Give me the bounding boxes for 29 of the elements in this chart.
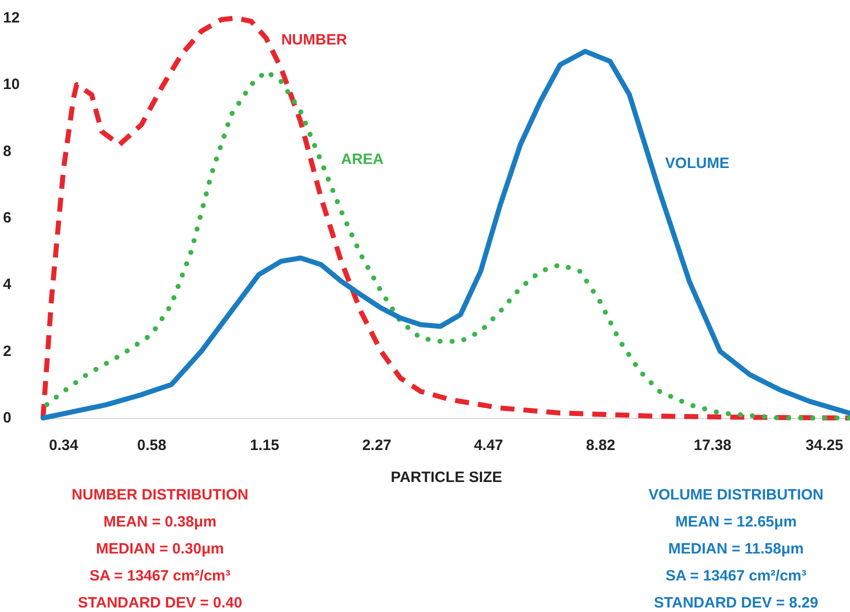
text: STANDARD DEV = 8.29: [654, 594, 818, 612]
x-axis-title: PARTICLE SIZE: [390, 469, 502, 486]
y-tick-label: 10: [3, 76, 20, 94]
series-label: AREA: [341, 150, 384, 168]
y-tick-label: 0: [3, 410, 12, 426]
y-tick-label: 4: [3, 276, 12, 294]
series-label: VOLUME: [665, 154, 730, 172]
x-tick-label: 8.82: [586, 437, 616, 454]
text: SA = 13467 cm²/cm³: [666, 568, 806, 584]
y-tick-label: 8: [3, 142, 12, 160]
text: VOLUME DISTRIBUTION: [648, 486, 824, 504]
text: NUMBER DISTRIBUTION: [72, 486, 248, 504]
x-tick-label: 0.58: [137, 437, 166, 454]
x-tick-label: 0.34: [49, 437, 79, 454]
text: STANDARD DEV = 0.40: [78, 594, 242, 612]
text: MEDIAN = 11.58μm: [668, 540, 804, 558]
y-tick-label: 6: [3, 210, 12, 226]
series-label: NUMBER: [281, 32, 348, 48]
text: MEDIAN = 0.30μm: [96, 540, 224, 558]
text: SA = 13467 cm²/cm³: [90, 568, 230, 584]
text: MEAN = 12.65μm: [675, 514, 797, 530]
x-tick-label: 2.27: [362, 437, 392, 454]
x-tick-label: 34.25: [806, 437, 844, 454]
x-tick-label: 4.47: [474, 437, 504, 454]
x-tick-label: 1.15: [250, 437, 280, 454]
x-tick-label: 17.38: [694, 437, 732, 454]
text: MEAN = 0.38μm: [104, 514, 216, 530]
y-tick-label: 12: [3, 10, 20, 26]
y-tick-label: 2: [3, 342, 12, 360]
